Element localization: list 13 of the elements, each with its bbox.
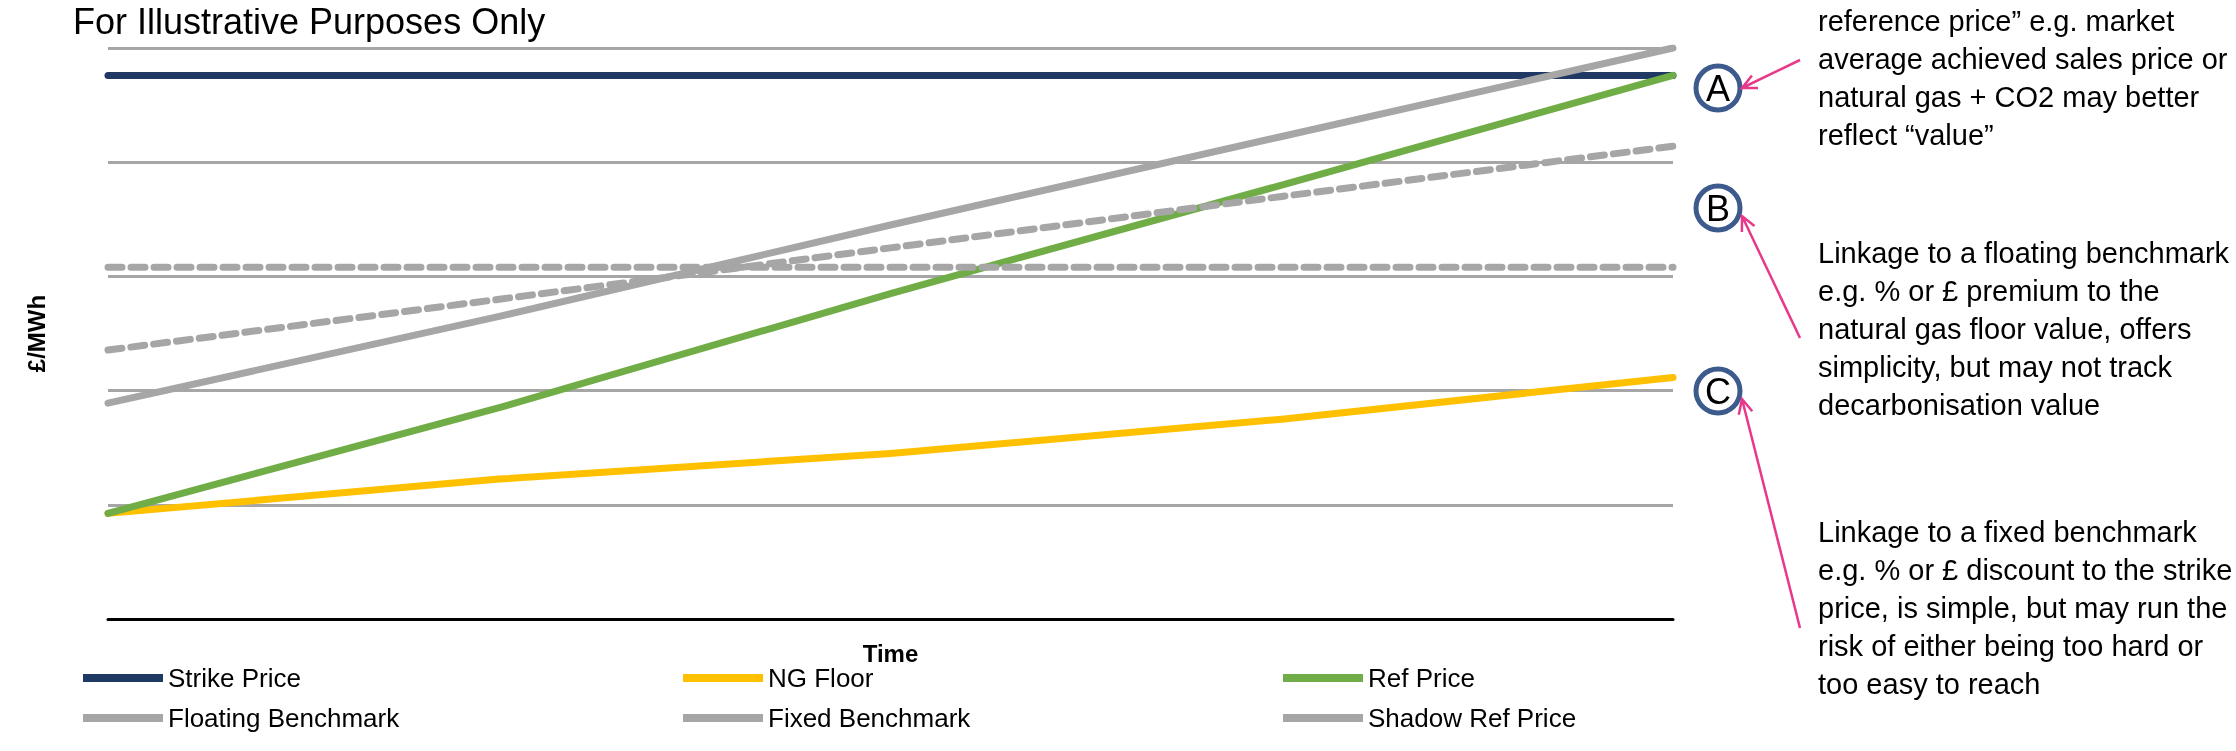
- y-axis-title: £/MWh: [22, 294, 50, 373]
- legend-label: Ref Price: [1368, 663, 1475, 693]
- text: Linkage to a floating benchmark e.g. % or £ premium to the natural gas floor value, offers simplicity, but may not track decarbonisation value: [1818, 236, 2231, 423]
- text: Linkage to a fixed benchmark e.g. % or £ discount to the strike price, is simple, but may run the risk of either being too hard or too easy to reach: [1818, 515, 2234, 702]
- text: B: [1705, 188, 1731, 229]
- text: reference price” e.g. market average achieved sales price or natural gas + CO2 may better reflect “value”: [1818, 4, 2229, 153]
- text: C: [1705, 371, 1731, 412]
- legend-label: Floating Benchmark: [168, 703, 401, 733]
- legend-label: Strike Price: [168, 663, 301, 693]
- chart-title: For Illustrative Purposes Only: [73, 0, 546, 42]
- legend-label: Shadow Ref Price: [1368, 703, 1577, 733]
- text: A: [1705, 68, 1731, 109]
- legend-label: Fixed Benchmark: [768, 703, 972, 733]
